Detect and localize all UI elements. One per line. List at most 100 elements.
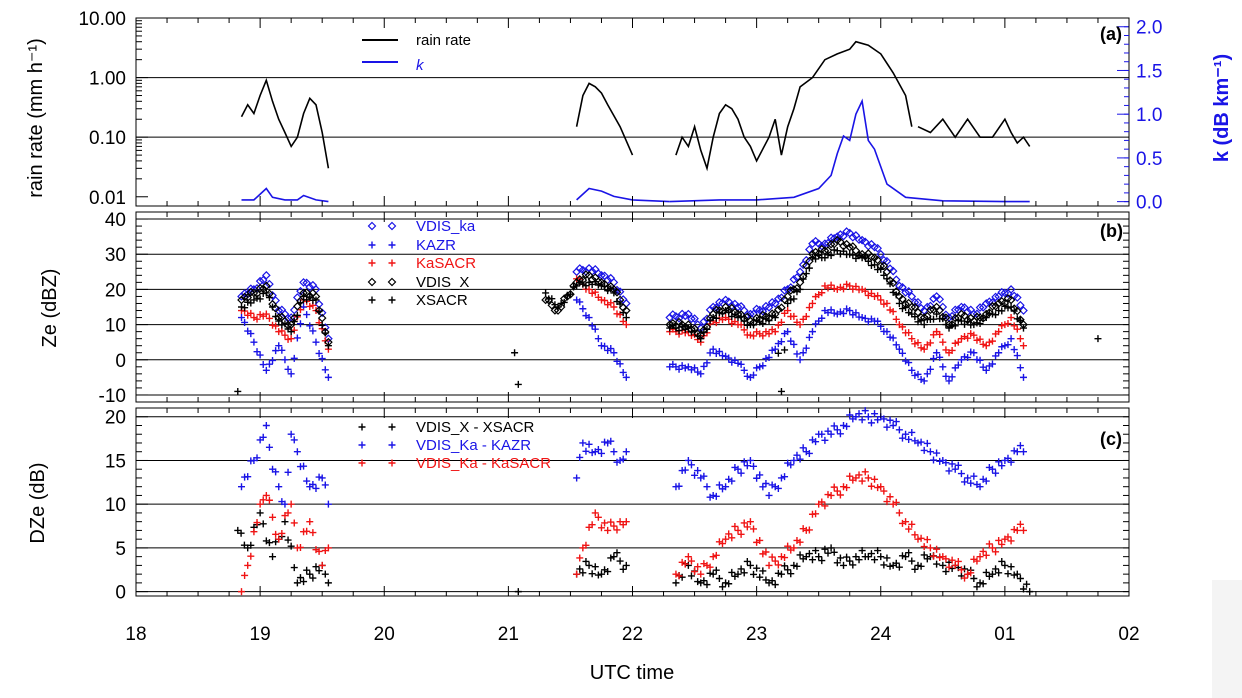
series-XSACR-point xyxy=(998,307,1006,315)
series-VDIS_Ka-KaSACR-point xyxy=(954,557,962,565)
panel-c-label: (c) xyxy=(1100,429,1122,449)
series-VDIS_Ka-KaSACR-point xyxy=(895,509,903,517)
series-XSACR-point xyxy=(265,294,273,301)
series-VDIS_X-XSACR-point xyxy=(784,566,792,574)
series-KAZR-point xyxy=(259,361,267,369)
series-VDIS_Ka-KAZR-point xyxy=(824,427,832,435)
series-XSACR-point xyxy=(777,387,785,395)
series-VDIS_X-XSACR-point xyxy=(269,553,277,561)
series-VDIS_Ka-KAZR-point xyxy=(886,416,894,424)
panel-a-ytick-label: 0.01 xyxy=(89,188,126,209)
series-rain-rate-line xyxy=(240,77,330,169)
series-VDIS_X-XSACR-point xyxy=(734,570,742,578)
series-VDIS_Ka-KAZR-point xyxy=(594,446,602,454)
series-VDIS_Ka-KAZR-point xyxy=(607,437,615,445)
series-VDIS_Ka-KaSACR-point xyxy=(315,547,323,555)
panel-c-ytick-label: 10 xyxy=(105,495,126,516)
series-VDIS_Ka-KAZR-point xyxy=(843,422,851,430)
series-KAZR-point xyxy=(588,322,596,330)
series-KAZR-point xyxy=(591,325,599,333)
series-VDIS_Ka-KAZR-point xyxy=(585,440,593,448)
series-XSACR-point xyxy=(244,298,252,306)
series-VDIS_Ka-KaSACR-point xyxy=(607,518,615,526)
series-VDIS_Ka-KAZR-point xyxy=(740,458,748,466)
series-KAZR-point xyxy=(579,305,587,313)
series-VDIS_X-XSACR-point xyxy=(604,568,612,576)
series-VDIS_X-XSACR-point xyxy=(771,581,779,589)
series-KAZR-point xyxy=(771,345,779,353)
series-VDIS_X-XSACR-point xyxy=(768,577,776,585)
series-VDIS_Ka-KAZR-point xyxy=(759,483,767,491)
x-axis-label: UTC time xyxy=(590,662,674,684)
series-VDIS_X-point xyxy=(777,303,786,313)
series-KAZR-point xyxy=(601,342,609,350)
series-VDIS_X-XSACR-point xyxy=(827,544,835,552)
series-VDIS_Ka-KaSACR-point xyxy=(774,561,782,569)
series-KaSACR-point xyxy=(939,338,947,346)
series-VDIS_Ka-KAZR-point xyxy=(303,477,311,485)
series-KaSACR-point xyxy=(905,329,913,337)
series-VDIS_Ka-KaSACR-point xyxy=(914,535,922,543)
series-VDIS_X-XSACR-point xyxy=(902,553,910,561)
series-VDIS_Ka-KAZR-point xyxy=(281,500,289,508)
series-XSACR-point xyxy=(933,310,941,318)
series-KAZR-point xyxy=(309,327,317,335)
series-VDIS_Ka-KaSACR-point xyxy=(740,519,748,527)
series-KAZR-point xyxy=(933,349,941,357)
series-KAZR-point xyxy=(961,353,969,361)
series-XSACR-point xyxy=(300,292,308,300)
series-XSACR-point xyxy=(849,251,857,259)
series-VDIS_Ka-KAZR-point xyxy=(675,482,683,490)
series-VDIS_X-XSACR-point xyxy=(576,565,584,573)
series-VDIS_Ka-KAZR-point xyxy=(253,454,261,462)
series-VDIS_Ka-KaSACR-point xyxy=(790,544,798,552)
series-KaSACR-point xyxy=(1007,314,1015,322)
series-VDIS_Ka-KAZR-point xyxy=(957,470,965,478)
series-VDIS_X-point xyxy=(261,281,271,291)
series-VDIS_Ka-KaSACR-point xyxy=(265,496,273,504)
series-KAZR-point xyxy=(808,328,816,336)
series-VDIS_X-XSACR-point xyxy=(725,580,733,588)
series-VDIS_ka-point xyxy=(715,297,724,307)
series-KaSACR-point xyxy=(262,310,270,318)
series-VDIS_Ka-KAZR-point xyxy=(1010,447,1018,455)
series-KAZR-point xyxy=(762,355,770,363)
series-VDIS_X-XSACR-point xyxy=(759,567,767,575)
series-KAZR-point xyxy=(911,371,919,379)
series-VDIS_X-XSACR-point xyxy=(287,542,295,550)
series-VDIS_Ka-KAZR-point xyxy=(321,481,329,489)
series-VDIS_Ka-KAZR-point xyxy=(715,481,723,489)
series-VDIS_X-XSACR-point xyxy=(309,574,317,582)
series-VDIS_Ka-KAZR-point xyxy=(895,426,903,434)
series-VDIS_Ka-KAZR-point xyxy=(694,467,702,475)
series-VDIS_Ka-KaSACR-point xyxy=(746,518,754,526)
series-VDIS_X-point xyxy=(845,242,855,252)
series-VDIS_Ka-KaSACR-point xyxy=(920,543,928,551)
series-VDIS_X-XSACR-point xyxy=(821,545,829,553)
series-VDIS_X-point xyxy=(888,278,898,288)
series-XSACR-point xyxy=(312,296,320,304)
series-XSACR-point xyxy=(514,380,522,388)
series-XSACR-point xyxy=(957,317,965,325)
series-VDIS_X-XSACR-point xyxy=(300,578,308,586)
series-KAZR-point xyxy=(750,371,758,379)
series-VDIS_Ka-KaSACR-point xyxy=(930,552,938,560)
series-VDIS_ka-point xyxy=(770,299,780,308)
series-XSACR-point xyxy=(293,311,301,319)
series-VDIS_Ka-KAZR-point xyxy=(691,471,699,479)
series-VDIS_Ka-KAZR-point xyxy=(259,433,267,441)
series-XSACR-point xyxy=(883,275,891,283)
series-KaSACR-point xyxy=(1001,321,1009,329)
series-XSACR-point xyxy=(954,316,962,324)
series-KAZR-point xyxy=(846,307,854,315)
series-VDIS_Ka-KAZR-point xyxy=(728,477,736,485)
series-VDIS_X-XSACR-point xyxy=(610,553,618,561)
series-VDIS_X-XSACR-point xyxy=(836,554,844,562)
series-VDIS_ka-point xyxy=(876,249,886,259)
series-VDIS_ka-point xyxy=(898,282,907,292)
series-XSACR-point xyxy=(712,314,720,322)
series-VDIS_Ka-KAZR-point xyxy=(684,456,692,464)
series-VDIS_X-XSACR-point xyxy=(818,557,826,565)
series-KAZR-point xyxy=(914,370,922,378)
series-VDIS_X-XSACR-point xyxy=(982,568,990,576)
